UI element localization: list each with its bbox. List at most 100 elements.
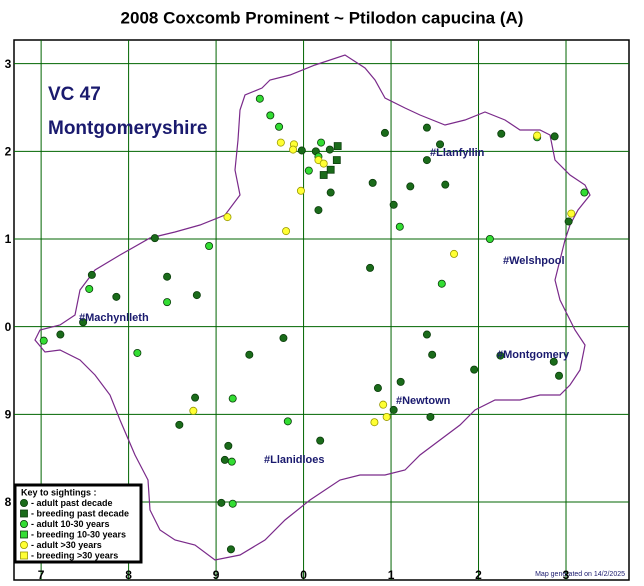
marker-circle: [163, 298, 172, 307]
x-tick-label: 7: [38, 568, 45, 582]
marker-circle: [389, 200, 398, 209]
marker-circle: [326, 188, 335, 197]
marker-circle: [366, 263, 375, 272]
legend-marker: [19, 498, 28, 507]
marker-square: [332, 156, 341, 164]
marker-circle: [580, 188, 589, 197]
legend-box: [13, 483, 143, 564]
marker-circle: [368, 178, 377, 187]
legend-label: - adult 10-30 years: [31, 519, 110, 529]
marker-circle: [163, 272, 172, 281]
marker-circle: [304, 166, 313, 175]
marker-circle: [228, 394, 237, 403]
marker-circle: [436, 140, 445, 149]
marker-circle: [470, 365, 479, 374]
y-tick-label: 8: [5, 495, 12, 509]
marker-circle: [205, 242, 214, 251]
marker-circle: [373, 384, 382, 393]
marker-circle: [406, 182, 415, 191]
marker-circle: [550, 132, 559, 141]
marker-circle: [279, 334, 288, 343]
marker-circle: [426, 412, 435, 421]
legend-title: Key to sightings :: [21, 487, 97, 497]
marker-circle: [191, 393, 200, 402]
legend-label: - adult past decade: [31, 498, 113, 508]
legend-marker: [19, 541, 28, 550]
place-label: #Newtown: [396, 395, 451, 407]
marker-circle: [266, 111, 275, 120]
legend-label: - adult >30 years: [31, 540, 102, 550]
marker-circle: [283, 417, 292, 426]
place-label: #Machynlleth: [79, 312, 149, 324]
marker-circle: [245, 350, 254, 359]
marker-circle: [389, 405, 398, 414]
marker-circle: [227, 457, 236, 466]
legend-marker: [20, 551, 28, 560]
marker-circle: [319, 159, 328, 168]
marker-circle: [380, 128, 389, 137]
marker-circle: [226, 545, 235, 554]
marker-circle: [192, 291, 201, 300]
points: [39, 94, 589, 554]
marker-circle: [189, 406, 198, 415]
legend-label: - breeding 10-30 years: [31, 529, 126, 539]
y-tick-label: 2: [5, 145, 12, 159]
x-tick-label: 9: [213, 568, 220, 582]
marker-circle: [255, 94, 264, 103]
marker-circle: [422, 156, 431, 165]
marker-circle: [396, 377, 405, 386]
marker-circle: [555, 371, 564, 380]
marker-square: [326, 165, 335, 174]
marker-circle: [497, 129, 506, 138]
y-tick-label: 0: [5, 320, 12, 334]
legend: - adult past decade- breeding past decad…: [19, 498, 129, 560]
place-label: #Montgomery: [497, 349, 570, 361]
marker-circle: [496, 351, 505, 360]
place-label: #Welshpool: [503, 255, 565, 267]
marker-circle: [428, 350, 437, 359]
legend-marker: [20, 509, 28, 518]
marker-circle: [450, 249, 459, 258]
marker-circle: [296, 186, 305, 195]
marker-square: [319, 171, 328, 179]
places: #Llanfyllin #Welshpool #Machynlleth #Montgo…: [79, 147, 570, 466]
county-name: Montgomeryshire: [48, 118, 207, 139]
marker-circle: [112, 292, 121, 301]
marker-circle: [395, 222, 404, 231]
marker-circle: [325, 145, 334, 154]
marker-circle: [85, 284, 94, 293]
marker-circle: [79, 318, 88, 327]
x-tick-label: 1: [388, 568, 395, 582]
marker-circle: [422, 330, 431, 339]
marker-circle: [133, 348, 142, 357]
marker-circle: [567, 209, 576, 218]
marker-circle: [422, 123, 431, 132]
x-tick-label: 0: [300, 568, 307, 582]
marker-circle: [175, 420, 184, 429]
footer: Map generated on 14/2/2025: [535, 571, 625, 578]
marker-circle: [228, 499, 237, 508]
place-label: #Llanfyllin: [430, 147, 485, 159]
legend-marker: [19, 520, 28, 529]
x-tick-label: 2: [475, 568, 482, 582]
marker-circle: [485, 234, 494, 243]
marker-circle: [217, 498, 226, 507]
marker-circle: [379, 400, 388, 409]
marker-circle: [150, 234, 159, 243]
vc-label: VC 47: [48, 84, 101, 105]
marker-circle: [437, 279, 446, 288]
marker-circle: [564, 217, 573, 226]
marker-circle: [441, 180, 450, 189]
map-frame: [13, 39, 630, 581]
marker-circle: [549, 357, 558, 366]
marker-circle: [224, 441, 233, 450]
marker-circle: [317, 138, 326, 147]
place-label: #Llanidloes: [264, 454, 325, 466]
y-tick-label: 9: [5, 407, 12, 421]
legend-marker: [20, 530, 28, 539]
marker-circle: [220, 455, 229, 464]
x-tick-label: 8: [125, 568, 132, 582]
marker-circle: [316, 436, 325, 445]
marker-square: [333, 142, 342, 150]
